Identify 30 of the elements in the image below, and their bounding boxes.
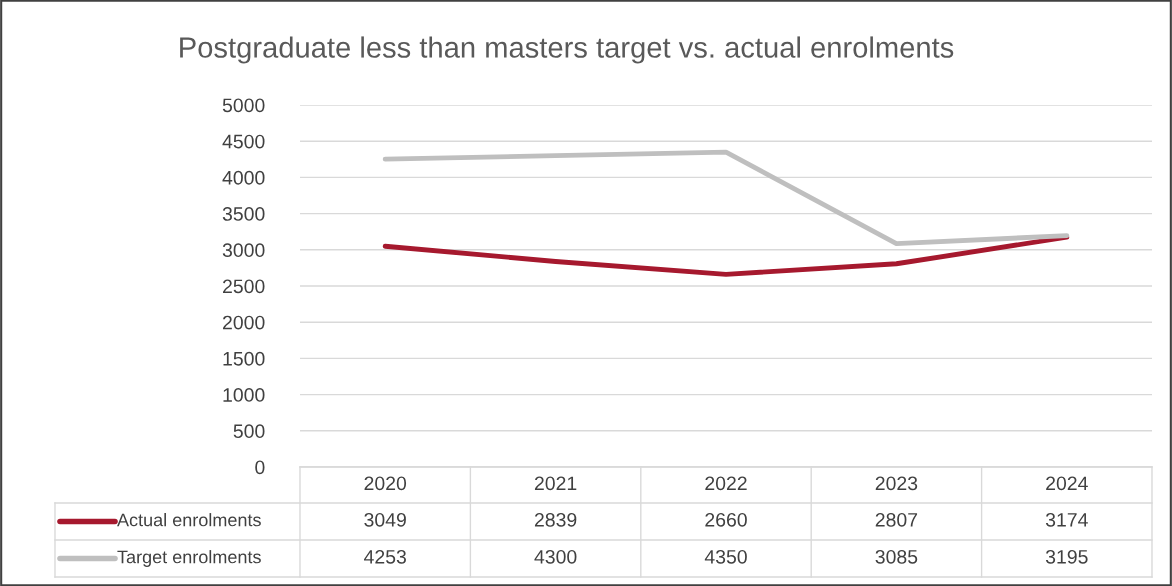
y-tick-label: 1500 [223, 351, 265, 366]
x-tick-label: 2020 [364, 476, 407, 491]
legend-label: Actual enrolments [117, 513, 261, 527]
data-label: 4253 [364, 549, 406, 564]
x-tick-label: 2021 [534, 476, 577, 491]
y-tick-label: 5000 [222, 98, 265, 113]
x-tick-label: 2023 [875, 476, 918, 491]
y-tick-label: 3500 [222, 207, 265, 221]
y-tick-label: 2500 [223, 279, 265, 294]
data-label: 3049 [364, 512, 406, 527]
legend-label: Target enrolments [117, 550, 261, 567]
data-label: 4350 [704, 549, 747, 564]
y-tick-label: 4000 [222, 170, 265, 185]
data-label: 2839 [534, 512, 577, 527]
y-tick-label: 2000 [223, 315, 265, 330]
data-label: 3174 [1045, 512, 1088, 527]
chart-title: Postgraduate less than masters target vs. actual enrolments [180, 36, 954, 64]
y-tick-label: 0 [255, 460, 265, 475]
y-tick-label: 3000 [222, 243, 265, 258]
y-tick-label: 500 [233, 424, 265, 439]
data-label: 4300 [534, 549, 577, 564]
data-label: 3085 [875, 549, 918, 564]
y-tick-label: 1000 [223, 388, 265, 402]
data-label: 3195 [1045, 549, 1088, 564]
y-tick-label: 4500 [222, 134, 265, 149]
x-tick-label: 2022 [705, 476, 747, 491]
x-tick-label: 2024 [1046, 476, 1088, 491]
line-series [382, 149, 1070, 247]
data-label: 2660 [705, 512, 747, 527]
data-label: 2807 [875, 512, 918, 527]
